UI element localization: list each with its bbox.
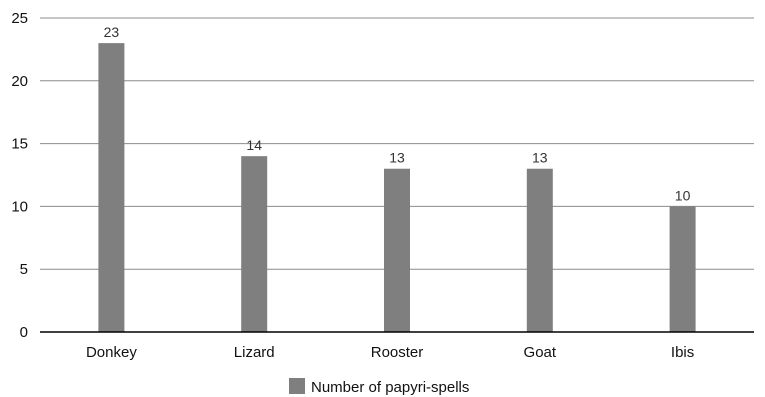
legend: Number of papyri-spells — [289, 378, 469, 396]
data-label-rooster: 13 — [389, 150, 405, 166]
gridlines — [40, 17, 754, 270]
bar-donkey — [98, 43, 125, 333]
bar-ibis — [669, 206, 696, 332]
category-label-donkey: Donkey — [86, 344, 137, 361]
y-tick-label: 0 — [20, 324, 28, 341]
data-label-lizard: 14 — [246, 137, 262, 153]
category-label-goat: Goat — [524, 344, 557, 361]
legend-label: Number of papyri-spells — [311, 379, 469, 396]
bars — [98, 43, 696, 333]
data-label-goat: 13 — [532, 150, 548, 166]
category-label-ibis: Ibis — [671, 344, 694, 361]
legend-swatch — [289, 378, 305, 394]
bar-goat — [526, 168, 553, 332]
category-label-lizard: Lizard — [234, 344, 275, 361]
y-tick-label: 5 — [20, 261, 28, 278]
bar-rooster — [384, 168, 410, 332]
y-tick-label: 15 — [11, 136, 28, 153]
y-axis-tick-labels: 0 5 10 15 20 25 — [11, 10, 28, 341]
data-label-donkey: 23 — [104, 24, 120, 40]
y-tick-label: 20 — [11, 73, 28, 90]
data-label-ibis: 10 — [675, 187, 691, 203]
data-labels: 23 14 13 13 10 — [104, 24, 691, 203]
category-labels: Donkey Lizard Rooster Goat Ibis — [86, 344, 694, 361]
y-tick-label: 25 — [11, 10, 28, 27]
y-tick-label: 10 — [11, 198, 28, 215]
bar-lizard — [241, 156, 268, 332]
category-label-rooster: Rooster — [371, 344, 424, 361]
